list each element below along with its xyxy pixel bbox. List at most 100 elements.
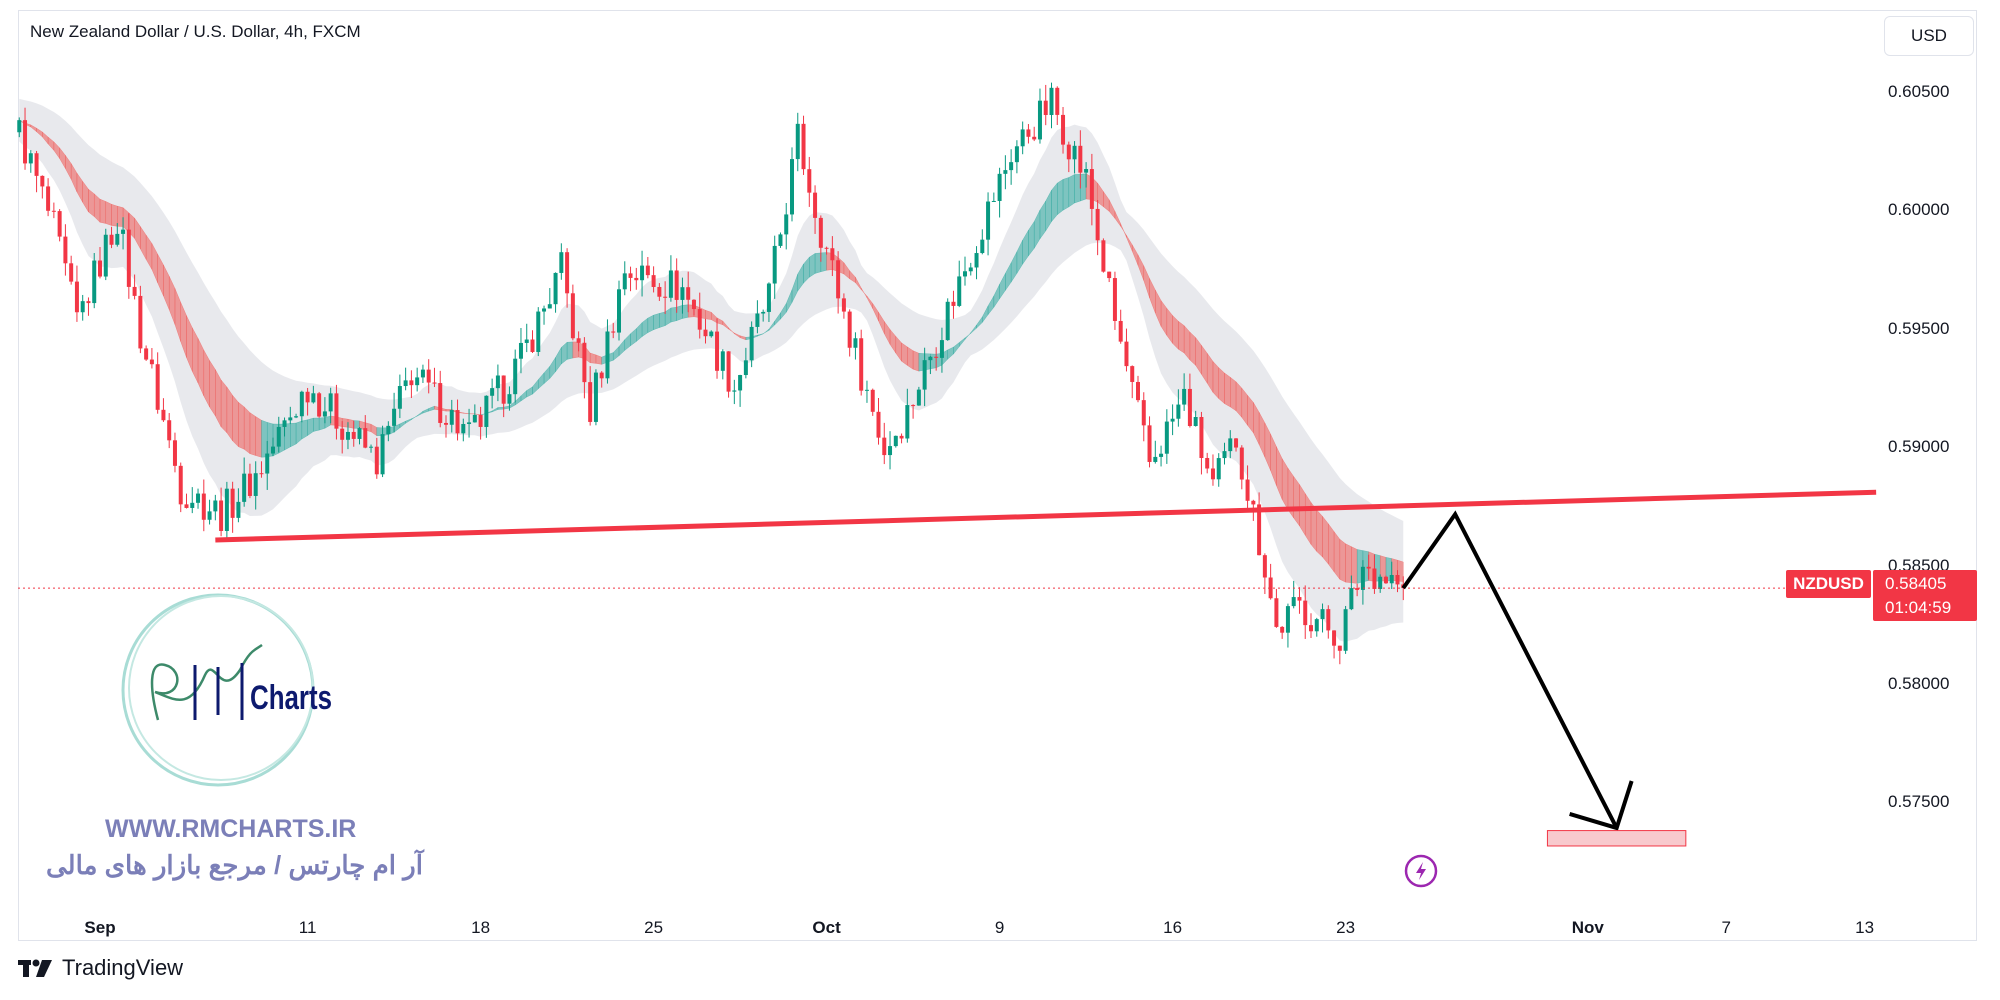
price-tick-label: 0.60500 <box>1888 82 1950 101</box>
candle-body <box>1136 381 1140 401</box>
candle-body <box>876 411 881 438</box>
candle-body <box>951 301 956 306</box>
candle-body <box>507 394 512 404</box>
candle-body <box>1228 438 1233 452</box>
arrowhead <box>1569 780 1634 831</box>
candle-body <box>1210 468 1215 480</box>
candle-body <box>1280 626 1285 633</box>
candle-body <box>184 504 189 508</box>
projection-arrow[interactable] <box>1401 510 1619 829</box>
candle-body <box>1107 271 1112 279</box>
ma-ribbon-segment <box>497 406 504 410</box>
time-tick-label: 7 <box>1721 918 1731 937</box>
time-tick-label: 16 <box>1163 918 1183 937</box>
tradingview-label: TradingView <box>62 955 184 980</box>
candle-body <box>715 331 720 371</box>
candle-body <box>818 217 823 248</box>
target-zone[interactable] <box>1546 830 1687 847</box>
candle-body <box>1234 438 1239 448</box>
ma-ribbon-segment <box>1345 543 1352 584</box>
lightning-icon[interactable] <box>1404 854 1438 888</box>
candle-body <box>126 229 131 287</box>
candle-body <box>1314 619 1319 632</box>
ma-ribbon-segment <box>589 352 597 364</box>
ma-ribbon-segment <box>907 346 914 370</box>
candle-body <box>911 405 916 407</box>
ma-ribbon-segment <box>249 412 256 456</box>
chart-frame <box>18 10 1977 941</box>
candle-body <box>1343 609 1348 651</box>
candle-body <box>766 283 771 312</box>
ma-ribbon-segment <box>1212 360 1219 400</box>
candle-body <box>836 260 841 299</box>
candle-body <box>403 380 408 387</box>
ma-ribbon-segment <box>814 252 822 274</box>
candle-body <box>1326 609 1331 631</box>
ma-ribbon-segment <box>572 341 579 359</box>
candle-body <box>1320 609 1325 620</box>
candle-body <box>553 272 558 305</box>
candle-body <box>57 211 62 237</box>
tradingview-brand[interactable]: TradingView <box>18 955 183 981</box>
candle-body <box>1118 320 1123 342</box>
candle-body <box>593 372 598 422</box>
candle-body <box>69 263 74 282</box>
candles <box>17 82 1406 665</box>
ma-ribbon-segment <box>566 341 574 360</box>
candle-body <box>236 501 241 518</box>
candle-body <box>645 265 650 276</box>
ma-ribbon-segment <box>1339 538 1346 583</box>
currency-button[interactable]: USD <box>1884 16 1974 56</box>
ma-ribbon-segment <box>1218 367 1225 405</box>
last-price: 0.58405 <box>1885 574 1947 593</box>
candle-body <box>23 120 28 164</box>
candle-body <box>1216 458 1221 480</box>
candle-body <box>732 390 737 392</box>
candle-body <box>426 369 431 383</box>
candle-body <box>392 408 397 426</box>
time-tick-label: Sep <box>84 918 116 937</box>
candle-body <box>121 229 126 234</box>
candle-body <box>697 309 702 330</box>
candle-body <box>420 369 425 378</box>
trendline[interactable] <box>215 489 1877 543</box>
candle-body <box>882 437 887 456</box>
candle-body <box>1020 129 1025 147</box>
candle-body <box>74 281 79 313</box>
candle-body <box>444 422 448 425</box>
candle-body <box>144 348 149 360</box>
candle-body <box>334 393 339 429</box>
candle-body <box>628 273 633 278</box>
ma-ribbon-segment <box>1178 320 1185 354</box>
candle-body <box>1084 169 1089 173</box>
candle-body <box>282 420 287 427</box>
ma-ribbon-segment <box>1230 376 1237 412</box>
candle-body <box>1309 625 1313 632</box>
candle-body <box>1130 366 1135 382</box>
candle-body <box>259 473 264 475</box>
candle-body <box>149 359 154 365</box>
candle-body <box>1112 278 1117 321</box>
candle-body <box>1182 388 1187 405</box>
ma-ribbon-segment <box>1172 314 1179 350</box>
svg-text:Charts: Charts <box>250 679 332 717</box>
candle-body <box>224 488 229 531</box>
candle-body <box>288 417 293 421</box>
candle-body <box>1026 129 1031 137</box>
ma-ribbon-segment <box>682 304 689 319</box>
time-tick-label: Nov <box>1571 918 1604 937</box>
candle-body <box>351 431 356 439</box>
candle-body <box>138 295 143 349</box>
chart-title: New Zealand Dollar / U.S. Dollar, 4h, FX… <box>30 22 361 41</box>
candle-body <box>1078 145 1083 173</box>
candle-body <box>1239 447 1244 480</box>
ma-ribbon-segment <box>243 406 251 455</box>
candle-body <box>980 239 985 254</box>
candle-body <box>795 123 800 160</box>
candle-body <box>905 405 910 439</box>
candle-body <box>841 298 846 312</box>
candle-body <box>864 389 869 391</box>
ma-ribbon-segment <box>238 401 245 450</box>
candle-body <box>1360 566 1365 590</box>
